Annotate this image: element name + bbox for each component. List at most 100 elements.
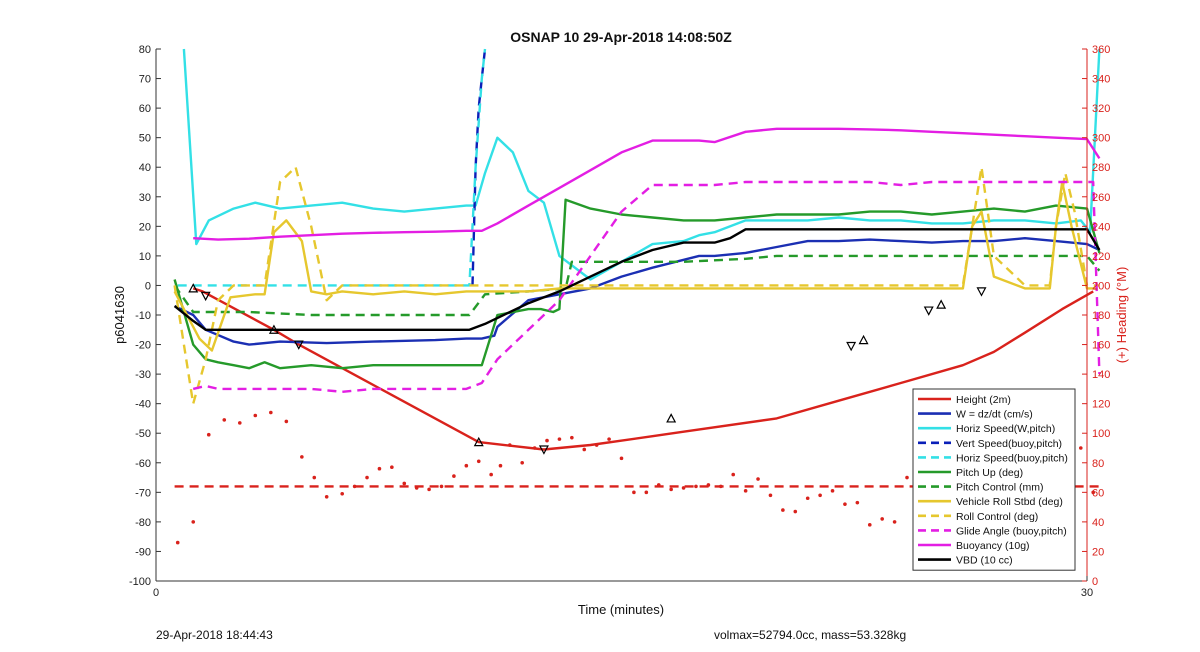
footer-volmax-mass: volmax=52794.0cc, mass=53.328kg (714, 628, 907, 642)
y-left-tick-label: 20 (139, 221, 151, 233)
heading-dot (452, 474, 456, 478)
x-axis-label: Time (minutes) (578, 602, 664, 617)
y-axis-right-label: (+) Heading (°M) (1114, 267, 1129, 364)
y-right-tick-label: 340 (1092, 74, 1110, 86)
y-left-tick-label: 0 (145, 280, 151, 292)
series-line-roll-control-deg (173, 165, 1100, 405)
height-marker (293, 340, 304, 350)
y-right-tick-label: 40 (1092, 517, 1104, 529)
heading-dot (427, 487, 431, 492)
heading-dot (489, 472, 493, 477)
heading-dot (414, 486, 419, 490)
series-layer (173, 47, 1101, 545)
heading-dot (464, 463, 469, 468)
legend-entry-label: Vehicle Roll Stbd (deg) (956, 496, 1063, 508)
legend-entry-label: Pitch Up (deg) (956, 467, 1023, 479)
height-marker (666, 413, 677, 423)
heading-dot (582, 447, 587, 452)
heading-dot (619, 456, 624, 461)
heading-dot (253, 413, 258, 418)
y-right-tick-label: 0 (1092, 576, 1098, 588)
heading-dot (669, 487, 673, 492)
legend-entry-label: Horiz Speed(buoy,pitch) (956, 452, 1068, 464)
series-line-glide-angle-buoy-pitch (192, 180, 1101, 393)
y-left-tick-label: -10 (135, 310, 151, 322)
heading-dot (644, 490, 649, 495)
y-left-tick-label: -70 (135, 487, 151, 499)
y-right-tick-label: 360 (1092, 44, 1110, 56)
heading-dot (694, 484, 698, 489)
series-line-horiz-speed-buoy-pitch (177, 48, 487, 287)
series-line-vehicle-roll-stbd-deg (173, 180, 1097, 352)
series-line-pitch-up-deg (173, 198, 1101, 370)
height-marker (923, 306, 934, 316)
y-right-tick-label: 180 (1092, 310, 1110, 322)
heading-dot (439, 484, 444, 489)
heading-dot (1091, 490, 1096, 495)
height-marker (200, 291, 211, 302)
y-left-tick-label: -60 (135, 458, 151, 470)
height-markers (188, 283, 987, 455)
heading-dot (390, 465, 394, 470)
y-right-tick-label: 60 (1092, 487, 1104, 499)
legend-entry-label: Roll Control (deg) (956, 511, 1038, 523)
y-left-tick-label: -80 (135, 517, 151, 529)
y-left-tick-label: -100 (129, 576, 151, 588)
legend: Height (2m) W = dz/dt (cm/s) Horiz Speed(W… (912, 388, 1076, 571)
x-tick-label: 0 (153, 587, 159, 599)
series-line-vbd-10-cc (173, 228, 1101, 331)
y-right-tick-label: 320 (1092, 103, 1110, 115)
heading-dot (656, 483, 661, 487)
y-right-tick-label: 220 (1092, 251, 1110, 263)
y-left-tick-label: 30 (139, 192, 151, 204)
heading-dot (191, 520, 196, 524)
heading-dot (892, 520, 897, 524)
series-line-horiz-speed-w-pitch (182, 48, 1101, 281)
heading-dot (607, 437, 611, 441)
y-right-tick-label: 160 (1092, 340, 1110, 352)
heading-dot (756, 477, 760, 481)
heading-dot (476, 459, 481, 464)
heading-dot (731, 472, 736, 477)
heading-dot (312, 475, 317, 480)
heading-dot (719, 484, 723, 489)
heading-dot (867, 523, 872, 527)
axes-layer: 80706050403020100-10-20-30-40-50-60-70-8… (129, 44, 1110, 599)
legend-entry-label: W = dz/dt (cm/s) (956, 409, 1033, 421)
heading-dot (1078, 446, 1083, 450)
y-right-tick-label: 200 (1092, 280, 1110, 292)
y-left-tick-label: 70 (139, 74, 151, 86)
heading-dot (557, 437, 562, 441)
height-marker (936, 299, 947, 309)
heading-dot (768, 493, 773, 498)
heading-dot (743, 489, 748, 493)
heading-dot (269, 410, 273, 415)
series-line-buoyancy-10g (193, 127, 1101, 241)
heading-dot (793, 509, 798, 514)
heading-dot (324, 494, 329, 499)
y-left-tick-label: -90 (135, 546, 151, 558)
heading-dot (545, 438, 549, 443)
height-marker (538, 445, 549, 455)
y-right-tick-label: 120 (1092, 399, 1110, 411)
y-right-tick-label: 280 (1092, 162, 1110, 174)
y-right-tick-label: 80 (1092, 458, 1104, 470)
heading-dot (498, 463, 503, 468)
heading-dot (206, 432, 211, 437)
heading-dot (222, 418, 227, 422)
height-marker (976, 287, 987, 297)
heading-dot (681, 486, 686, 490)
y-left-tick-label: 60 (139, 103, 151, 115)
heading-dot (340, 492, 345, 496)
heading-dot (830, 489, 835, 493)
height-marker (268, 324, 279, 334)
heading-dot (632, 490, 636, 495)
heading-dot (507, 443, 512, 447)
heading-dot (781, 508, 785, 512)
heading-dot (352, 484, 357, 489)
y-left-tick-label: 80 (139, 44, 151, 56)
y-left-tick-label: -50 (135, 428, 151, 440)
heading-dot (377, 466, 382, 471)
legend-entry-label: Buoyancy (10g) (956, 540, 1030, 552)
